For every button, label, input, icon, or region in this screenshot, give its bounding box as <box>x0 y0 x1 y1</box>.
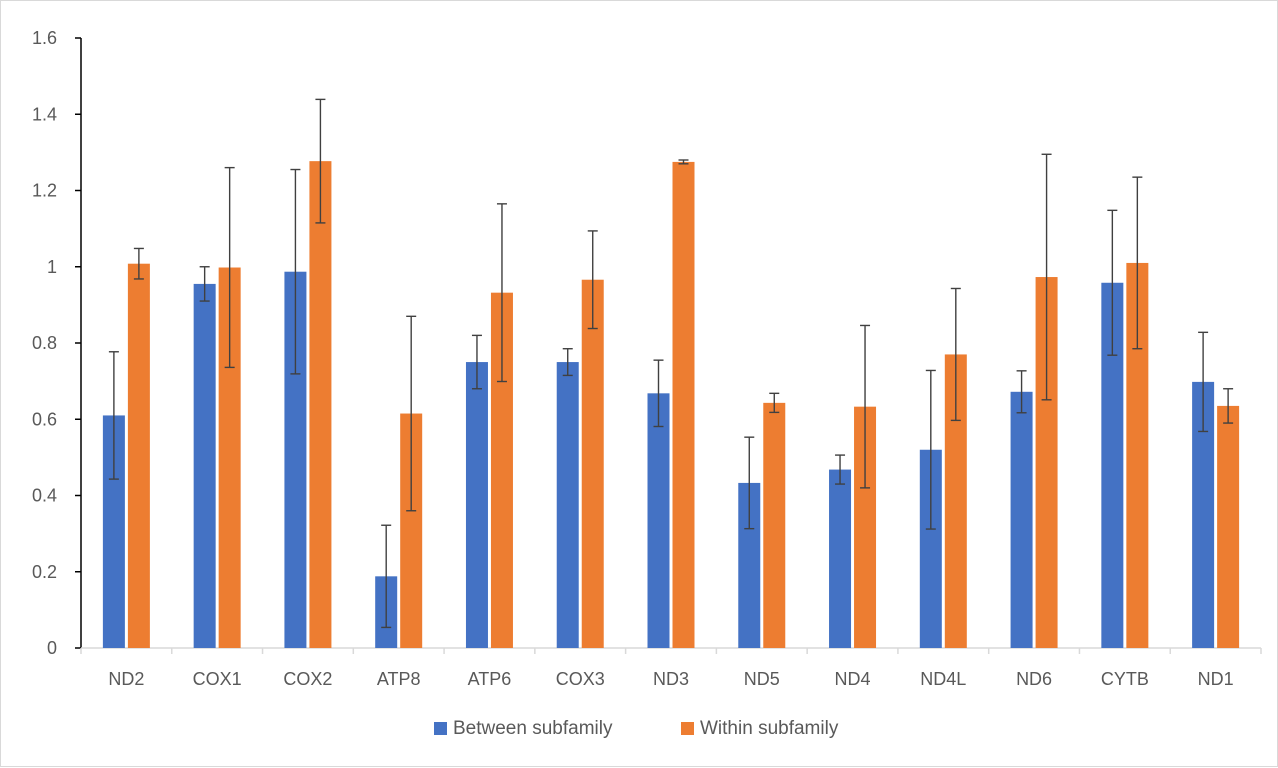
bars <box>102 161 1240 649</box>
bar-between-nd6 <box>1010 391 1033 648</box>
x-tick-label: ND4L <box>920 669 966 689</box>
bar-between-nd4 <box>829 469 852 648</box>
y-tick-label: 0.8 <box>32 333 57 353</box>
x-tick-label: COX3 <box>556 669 605 689</box>
bar-within-nd5 <box>763 402 786 648</box>
x-tick-label: ATP6 <box>468 669 512 689</box>
legend: Between subfamily Within subfamily <box>434 718 839 739</box>
bar-between-cytb <box>1101 282 1124 648</box>
x-tick-label: ND6 <box>1016 669 1052 689</box>
bar-within-nd6 <box>1035 277 1058 648</box>
x-tick-label: CYTB <box>1101 669 1149 689</box>
bar-within-nd4 <box>854 406 877 648</box>
bar-within-cox2 <box>309 161 332 649</box>
bar-within-nd3 <box>672 161 695 648</box>
x-tick-label: COX1 <box>193 669 242 689</box>
x-tick-label: ND5 <box>744 669 780 689</box>
x-tick-label: ND3 <box>653 669 689 689</box>
bar-within-nd1 <box>1217 405 1240 648</box>
bar-within-atp6 <box>490 292 513 648</box>
y-tick-label: 0.4 <box>32 486 57 506</box>
bar-between-cox1 <box>193 283 216 648</box>
bar-within-atp8 <box>400 413 423 648</box>
bar-between-nd4l <box>919 449 942 648</box>
legend-swatch-between <box>434 722 447 735</box>
bar-between-nd5 <box>738 482 761 648</box>
y-tick-label: 1.6 <box>32 28 57 48</box>
bar-between-cox2 <box>284 271 307 648</box>
legend-swatch-within <box>681 722 694 735</box>
y-tick-label: 0.6 <box>32 409 57 429</box>
y-tick-label: 1 <box>47 257 57 277</box>
y-tick-label: 0.2 <box>32 562 57 582</box>
legend-label-between: Between subfamily <box>453 718 613 739</box>
bar-between-nd3 <box>647 393 670 648</box>
legend-label-within: Within subfamily <box>700 718 839 739</box>
bar-within-nd2 <box>127 263 150 648</box>
bar-between-atp6 <box>465 362 488 648</box>
x-tick-label: ND2 <box>108 669 144 689</box>
y-axis: 0 0.2 0.4 0.6 0.8 1 1.2 1.4 1.6 <box>32 28 82 658</box>
bar-between-nd1 <box>1192 381 1215 648</box>
error-bars <box>108 98 1234 629</box>
bar-within-cytb <box>1126 262 1149 648</box>
x-tick-label: ND1 <box>1198 669 1234 689</box>
y-tick-label: 0 <box>47 638 57 658</box>
bar-within-nd4l <box>944 354 967 648</box>
x-tick-label: COX2 <box>283 669 332 689</box>
y-tick-label: 1.2 <box>32 181 57 201</box>
bar-within-cox3 <box>581 279 604 648</box>
y-tick-label: 1.4 <box>32 104 57 124</box>
bar-within-cox1 <box>218 267 241 648</box>
bar-between-nd2 <box>102 415 125 648</box>
bar-between-cox3 <box>556 362 579 648</box>
x-tick-label: ATP8 <box>377 669 421 689</box>
x-tick-label: ND4 <box>835 669 871 689</box>
x-axis: ND2 COX1 COX2 ATP8 ATP6 COX3 ND3 ND5 ND4 ND4L ND6 C… <box>80 647 1262 689</box>
